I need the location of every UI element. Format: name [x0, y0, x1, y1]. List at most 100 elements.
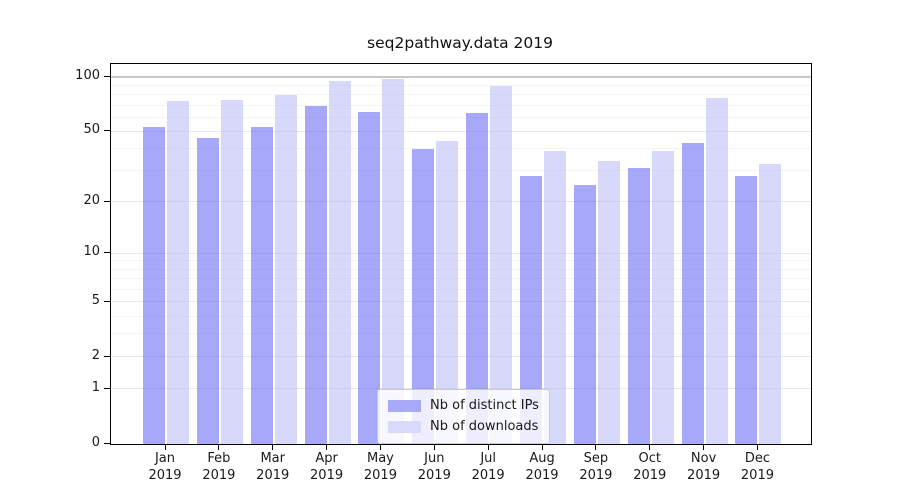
x-tick-label: Mar 2019: [245, 450, 301, 484]
major-gridline: [111, 252, 811, 254]
x-tick-month: Jan: [154, 451, 176, 466]
x-tick-label: Oct 2019: [622, 450, 678, 484]
minor-gridline: [111, 94, 811, 96]
x-tick-label: Sep 2019: [568, 450, 624, 484]
legend-item-downloads: Nb of downloads: [388, 416, 539, 437]
bar-downloads-mar: [274, 94, 297, 444]
x-tick-year: 2019: [579, 468, 613, 483]
minor-gridline: [111, 315, 811, 317]
minor-gridline: [111, 278, 811, 280]
x-tick-month: Mar: [260, 451, 285, 466]
x-tick-label: Jan 2019: [137, 450, 193, 484]
x-tick-label: Apr 2019: [299, 450, 355, 484]
major-gridline: [111, 356, 811, 358]
bar-distinct-ips-jun: [412, 148, 435, 444]
legend-item-distinct-ips: Nb of distinct IPs: [388, 395, 539, 416]
x-axis-tick: [379, 444, 381, 450]
x-tick-label: Aug 2019: [514, 450, 570, 484]
y-tick-label: 0: [91, 435, 100, 450]
chart-title: seq2pathway.data 2019: [367, 34, 553, 52]
major-gridline: [111, 388, 811, 390]
minor-gridline: [111, 148, 811, 150]
x-tick-month: Jun: [424, 451, 445, 466]
x-tick-year: 2019: [202, 468, 236, 483]
bar-downloads-feb: [220, 99, 243, 444]
bar-distinct-ips-oct: [627, 168, 650, 444]
minor-gridline: [111, 116, 811, 118]
minor-gridline: [111, 268, 811, 270]
x-tick-year: 2019: [417, 468, 451, 483]
bar-distinct-ips-feb: [196, 137, 219, 444]
y-tick-label: 20: [83, 192, 100, 208]
x-tick-month: Oct: [638, 451, 661, 466]
y-tick-label: 5: [91, 292, 100, 308]
x-axis-tick: [433, 444, 435, 450]
y-axis-tick: [104, 300, 110, 302]
x-tick-year: 2019: [310, 468, 344, 483]
x-tick-month: Aug: [529, 451, 555, 466]
bar-downloads-apr: [328, 81, 351, 444]
x-tick-month: Feb: [207, 451, 231, 466]
bar-downloads-nov: [705, 97, 728, 444]
major-gridline: [111, 301, 811, 303]
x-tick-year: 2019: [148, 468, 182, 483]
minor-gridline: [111, 84, 811, 86]
bar-distinct-ips-jul: [466, 113, 489, 444]
y-tick-label: 50: [83, 122, 100, 138]
x-tick-label: Jul 2019: [460, 450, 516, 484]
y-axis-tick: [104, 355, 110, 357]
gridline-100: [111, 76, 811, 78]
bar-downloads-sep: [597, 161, 620, 444]
x-tick-month: Apr: [315, 451, 338, 466]
y-tick-label: 100: [75, 68, 100, 83]
plot-area: Nb of distinct IPs Nb of downloads: [110, 63, 812, 445]
x-axis-tick: [649, 444, 651, 450]
x-tick-month: Sep: [583, 451, 609, 466]
minor-gridline: [111, 288, 811, 290]
bar-distinct-ips-apr: [304, 106, 327, 444]
x-tick-label: Jun 2019: [406, 450, 462, 484]
bar-downloads-may: [382, 79, 405, 444]
legend-swatch-distinct-ips: [388, 399, 421, 412]
minor-gridline: [111, 260, 811, 262]
bar-downloads-jun: [436, 141, 459, 444]
x-tick-year: 2019: [740, 468, 774, 483]
y-axis-tick: [104, 443, 110, 444]
x-axis-tick: [272, 444, 274, 450]
bar-downloads-jul: [490, 86, 513, 444]
x-tick-month: May: [366, 451, 394, 466]
x-tick-label: Nov 2019: [676, 450, 732, 484]
x-axis-tick: [703, 444, 705, 450]
x-tick-month: Nov: [690, 451, 717, 466]
x-axis-tick: [326, 444, 328, 450]
bar-distinct-ips-dec: [735, 176, 758, 444]
y-tick-label: 1: [91, 379, 100, 395]
y-axis-tick: [104, 387, 110, 389]
bar-downloads-oct: [651, 150, 674, 444]
x-tick-year: 2019: [525, 468, 559, 483]
y-axis-tick: [104, 200, 110, 202]
minor-gridline: [111, 170, 811, 172]
x-tick-year: 2019: [471, 468, 505, 483]
bar-distinct-ips-sep: [573, 184, 596, 444]
bar-downloads-jan: [167, 100, 189, 444]
x-axis-tick: [595, 444, 597, 450]
x-tick-month: Dec: [744, 451, 771, 466]
x-tick-label: Feb 2019: [191, 450, 247, 484]
bar-distinct-ips-nov: [681, 143, 704, 444]
x-tick-year: 2019: [363, 468, 397, 483]
y-axis-tick: [104, 130, 110, 132]
x-tick-year: 2019: [687, 468, 721, 483]
y-axis-tick: [104, 76, 110, 77]
x-tick-month: Jul: [480, 451, 496, 466]
x-axis-tick: [164, 444, 166, 450]
bar-distinct-ips-jan: [143, 126, 165, 444]
legend-label-downloads: Nb of downloads: [430, 419, 539, 434]
minor-gridline: [111, 333, 811, 335]
x-tick-year: 2019: [633, 468, 667, 483]
minor-gridline: [111, 104, 811, 106]
major-gridline: [111, 201, 811, 203]
legend-swatch-downloads: [388, 420, 421, 433]
x-axis-tick: [756, 444, 758, 450]
